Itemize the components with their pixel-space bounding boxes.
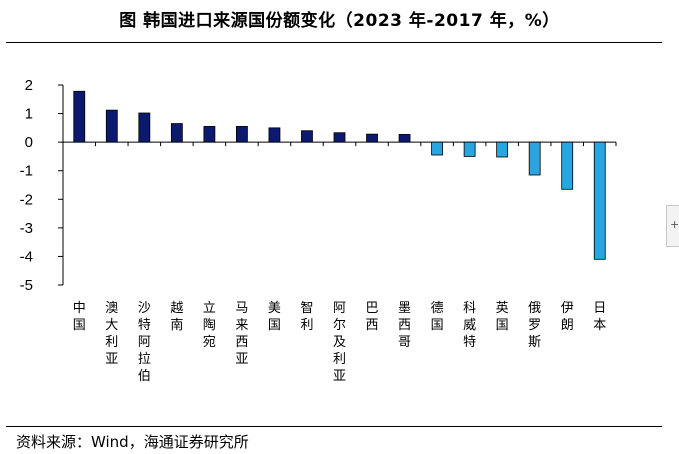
bar-7 [301, 130, 313, 143]
category-label: 俄罗斯 [528, 301, 541, 350]
category-label: 中国 [73, 301, 86, 333]
plus-icon: + [670, 218, 679, 231]
category-label: 澳大利亚 [105, 300, 118, 367]
bar-6 [268, 127, 281, 143]
category-label: 智利 [300, 301, 313, 333]
top-rule [6, 42, 662, 43]
y-tick-label: -5 [20, 277, 33, 294]
axis-layer: 2 1 0 -1 -2 -3 -4 -5 [20, 77, 617, 294]
source-note: 资料来源：Wind，海通证券研究所 [16, 433, 249, 451]
y-tick-label: -1 [20, 163, 33, 180]
bar-3 [170, 123, 183, 143]
bar-15 [561, 141, 574, 190]
bar-8 [333, 132, 346, 143]
y-tick-label: 0 [25, 134, 33, 151]
bar-14 [528, 141, 541, 176]
category-label: 墨西哥 [398, 301, 411, 350]
y-tick-label: 1 [25, 106, 33, 123]
chart-title: 图 韩国进口来源国份额变化（2023 年-2017 年，%） [119, 11, 560, 31]
category-label: 伊朗 [561, 301, 574, 333]
bar-4 [203, 126, 216, 143]
category-label: 立陶宛 [203, 301, 216, 350]
category-label: 马来西亚 [235, 301, 248, 367]
category-label: 沙特阿拉伯 [138, 301, 151, 384]
bar-1 [105, 109, 118, 143]
y-tick-label: -3 [20, 220, 33, 237]
category-label: 美国 [268, 301, 281, 333]
category-label: 德国 [431, 301, 444, 333]
bar-layer [73, 90, 606, 260]
bar-2 [138, 112, 151, 143]
y-tick-label: 2 [25, 77, 33, 94]
category-label: 阿尔及利亚 [333, 301, 346, 384]
bar-11 [431, 141, 443, 156]
category-label: 科威特 [463, 301, 476, 350]
bottom-rule [6, 426, 662, 427]
bar-9 [366, 133, 378, 143]
category-label: 越南 [170, 301, 183, 333]
category-label: 巴西 [366, 301, 379, 333]
category-label: 日本 [593, 301, 606, 333]
bar-0 [73, 90, 86, 143]
category-label: 英国 [496, 301, 509, 333]
bar-12 [463, 141, 476, 157]
bar-10 [398, 134, 411, 143]
y-tick-label: -4 [20, 248, 33, 265]
y-tick-label: -2 [20, 191, 33, 208]
bar-5 [236, 126, 248, 143]
bar-13 [496, 141, 509, 158]
bar-16 [593, 141, 606, 260]
side-expand-tab[interactable]: + [666, 205, 679, 247]
